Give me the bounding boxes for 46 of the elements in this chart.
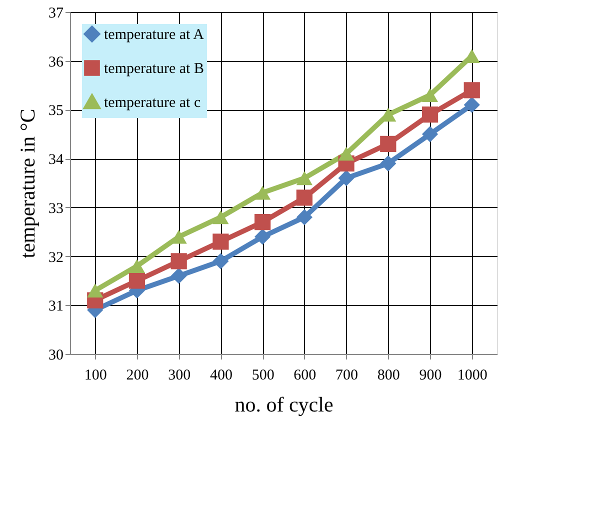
y-axis-title: temperature in °C [16,108,40,258]
point [422,106,438,123]
x-tick-label: 900 [419,368,442,384]
point [422,88,438,102]
x-tick-label: 700 [336,368,358,384]
point [338,146,354,161]
x-tick-label: 1000 [457,368,488,384]
point [296,171,312,186]
legend-label: temperature at B [104,61,204,77]
x-tick-label: 300 [168,368,191,384]
point [254,186,271,200]
point [422,126,438,142]
point [128,272,146,289]
point [212,253,229,270]
point [338,170,354,186]
point [128,259,146,274]
x-tick-label: 100 [84,368,107,384]
legend-label: temperature at c [104,95,201,111]
y-tick-label: 32 [48,250,64,266]
point [254,228,271,245]
point [380,155,396,172]
y-tick-label: 36 [48,54,64,70]
y-tick-label: 34 [48,152,64,168]
point [380,136,396,152]
y-tick-label: 37 [48,6,64,22]
point [170,268,187,284]
point [254,214,271,230]
y-tick-label: 35 [48,103,64,120]
point [170,253,187,270]
point [87,284,104,298]
x-axis-title: no. of cycle [234,392,334,416]
x-tick-label: 200 [126,368,149,384]
y-tick-label: 30 [48,348,64,364]
x-tick-label: 600 [294,368,316,384]
x-tick-label: 500 [252,368,274,384]
point [212,210,229,224]
point [464,96,480,113]
x-tick-label: 800 [377,368,400,384]
point [464,82,480,98]
legend-label: temperature at A [104,27,204,43]
y-tick-label: 31 [48,298,64,315]
point [296,209,312,226]
point [296,190,312,206]
x-tick-label: 400 [210,368,232,384]
y-tick-label: 33 [48,200,64,217]
point [212,234,229,250]
